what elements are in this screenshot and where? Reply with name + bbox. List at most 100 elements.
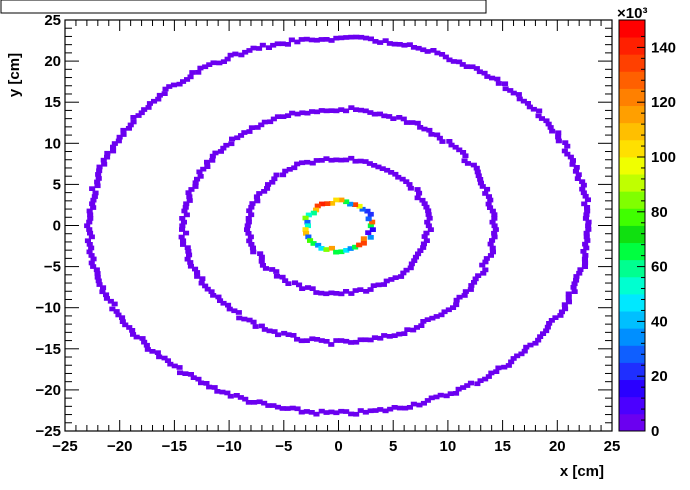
heatmap-cell: [161, 91, 168, 96]
heatmap-cell: [141, 107, 148, 112]
heatmap-cell: [421, 126, 428, 132]
heatmap-cell: [401, 331, 408, 336]
heatmap-cell: [296, 282, 303, 288]
y-tick-label: 10: [44, 135, 61, 152]
heatmap-cell: [572, 169, 579, 174]
heatmap-cell: [429, 315, 436, 321]
heatmap-cell: [192, 184, 199, 189]
heatmap-cell: [575, 172, 582, 177]
heatmap-cell: [518, 351, 525, 357]
heatmap-cell: [367, 337, 374, 343]
colorbar-swatch: [619, 37, 645, 55]
heatmap-cell: [420, 47, 427, 53]
heatmap-cell: [371, 163, 378, 168]
heatmap-cell: [399, 176, 406, 182]
y-tick-label: −10: [36, 300, 61, 317]
heatmap-cell: [284, 406, 291, 411]
heatmap-cell: [88, 253, 95, 258]
heatmap-cell: [434, 132, 441, 138]
heatmap-cell: [96, 282, 103, 287]
heatmap-cell: [328, 342, 335, 347]
heatmap-cell: [338, 338, 345, 343]
heatmap-cell: [433, 394, 440, 400]
heatmap-cell: [452, 144, 459, 150]
heatmap-cell: [348, 291, 355, 296]
heatmap-cell: [309, 160, 316, 166]
heatmap-cell: [423, 230, 430, 236]
heatmap-cell: [425, 223, 432, 229]
heatmap-cell: [180, 242, 187, 247]
heatmap-cell: [310, 210, 317, 216]
heatmap-cell: [485, 374, 492, 379]
heatmap-cell: [180, 238, 187, 244]
heatmap-cell: [580, 249, 587, 254]
heatmap-cell: [581, 264, 588, 269]
heatmap-cell: [183, 230, 190, 236]
heatmap-cell: [91, 194, 98, 199]
y-tick-label: −5: [44, 259, 61, 276]
heatmap-cell: [523, 344, 530, 350]
heatmap-cell: [585, 223, 592, 229]
y-tick-label: −20: [36, 382, 61, 399]
heatmap-cell: [581, 256, 588, 262]
heatmap-cell: [270, 42, 277, 48]
heatmap-cell: [333, 157, 340, 163]
heatmap-cell: [375, 164, 382, 170]
heatmap-cell: [195, 70, 202, 75]
colorbar-tick-label: 140: [651, 39, 676, 56]
heatmap-cell: [94, 271, 101, 276]
heatmap-cell: [485, 201, 492, 207]
heatmap-cell: [180, 219, 187, 225]
colorbar-swatch: [619, 208, 645, 226]
heatmap-cell: [417, 125, 424, 130]
heatmap-cell: [170, 82, 177, 88]
y-tick-label: 15: [44, 94, 61, 111]
heatmap-cell: [298, 409, 305, 415]
heatmap-cell: [156, 354, 163, 360]
heatmap-cell: [582, 241, 589, 247]
heatmap-cell: [164, 358, 171, 363]
heatmap-cell: [367, 36, 374, 42]
heatmap-cell: [308, 410, 315, 415]
heatmap-cell: [197, 65, 204, 71]
heatmap-cell: [412, 254, 419, 260]
heatmap-cell: [275, 332, 282, 338]
heatmap-cell: [470, 162, 477, 168]
heatmap-cell: [343, 289, 350, 294]
heatmap-cell: [267, 119, 274, 125]
heatmap-cell: [426, 215, 433, 221]
heatmap-cell: [402, 405, 409, 411]
heatmap-cell: [202, 283, 209, 289]
heatmap-cell: [367, 110, 374, 115]
heatmap-cell: [582, 193, 589, 199]
heatmap-cell: [192, 180, 199, 186]
heatmap-cell: [471, 280, 478, 285]
heatmap-cell: [248, 212, 255, 218]
heatmap-cell: [279, 41, 286, 47]
heatmap-cell: [485, 194, 492, 199]
heatmap-cell: [407, 265, 414, 271]
heatmap-cell: [104, 150, 111, 156]
heatmap-cell: [285, 113, 292, 118]
heatmap-cell: [381, 113, 388, 119]
heatmap-cell: [353, 339, 360, 345]
heatmap-cell: [406, 182, 413, 187]
heatmap-cell: [235, 310, 242, 315]
heatmap-cell: [576, 270, 583, 276]
heatmap-cell: [565, 295, 572, 301]
heatmap-cell: [329, 201, 336, 206]
heatmap-cell: [250, 319, 257, 325]
x-tick-label: 5: [389, 438, 397, 455]
heatmap-cell: [369, 219, 376, 225]
heatmap-cell: [84, 223, 91, 229]
heatmap-cell: [179, 227, 186, 232]
heatmap-cell: [289, 405, 296, 411]
heatmap-cell: [395, 174, 402, 180]
x-tick-label: 25: [604, 438, 621, 455]
heatmap-cell: [245, 231, 252, 236]
heatmap-cell: [428, 132, 435, 137]
heatmap-cell: [246, 48, 253, 53]
heatmap-cell: [391, 333, 398, 338]
heatmap-cell: [323, 247, 330, 252]
colorbar-tick-label: 0: [651, 423, 659, 440]
